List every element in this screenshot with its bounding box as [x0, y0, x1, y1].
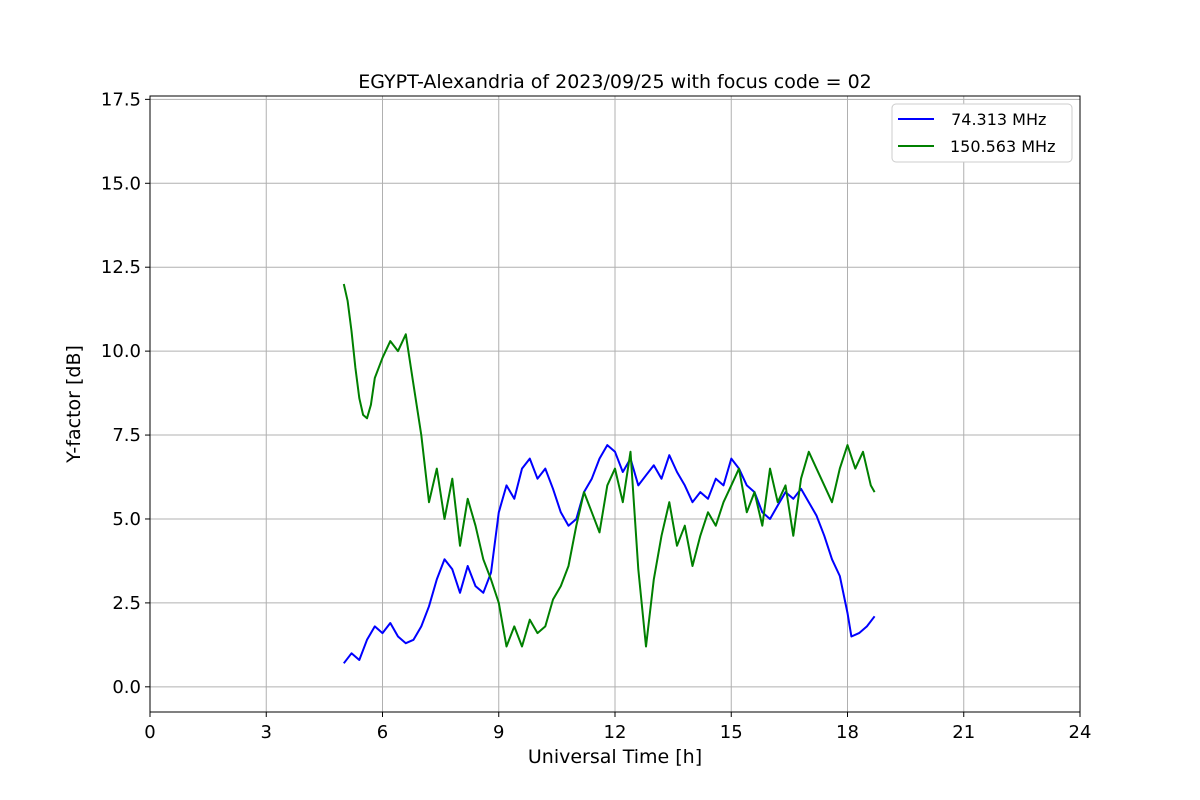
- chart-title: EGYPT-Alexandria of 2023/09/25 with focu…: [358, 71, 872, 93]
- series-line-150mhz: [342, 283, 876, 648]
- y-tick-label: 15.0: [101, 173, 141, 194]
- grid: [149, 96, 1081, 712]
- x-axis: 0 3 6 9 12 15 18 21 24: [144, 712, 1091, 743]
- y-tick-label: 12.5: [101, 257, 141, 278]
- y-tick-label: 2.5: [112, 593, 141, 614]
- x-tick-label: 15: [720, 722, 743, 743]
- legend-label-150mhz: 150.563 MHz: [950, 137, 1055, 156]
- y-tick-label: 0.0: [112, 677, 141, 698]
- y-axis-label: Y-factor [dB]: [63, 345, 85, 464]
- x-tick-label: 12: [604, 722, 627, 743]
- x-tick-label: 24: [1069, 722, 1092, 743]
- y-tick-label: 10.0: [101, 341, 141, 362]
- y-tick-label: 5.0: [112, 509, 141, 530]
- x-tick-label: 6: [377, 722, 388, 743]
- x-tick-label: 18: [836, 722, 859, 743]
- y-tick-label: 17.5: [101, 89, 141, 110]
- series-layer: [342, 283, 876, 664]
- legend-label-74mhz: 74.313 MHz: [946, 110, 1046, 129]
- x-tick-label: 21: [952, 722, 975, 743]
- legend-box: [891, 103, 1073, 163]
- x-tick-label: 0: [144, 722, 155, 743]
- y-axis: 0.0 2.5 5.0 7.5 10.0 12.5 15.0 17.5: [101, 89, 150, 698]
- x-tick-label: 3: [261, 722, 272, 743]
- y-tick-label: 7.5: [112, 425, 141, 446]
- series-line-74mhz: [343, 444, 876, 664]
- x-tick-label: 9: [493, 722, 504, 743]
- x-axis-label: Universal Time [h]: [528, 746, 702, 768]
- legend: 74.313 MHz 150.563 MHz: [891, 103, 1073, 163]
